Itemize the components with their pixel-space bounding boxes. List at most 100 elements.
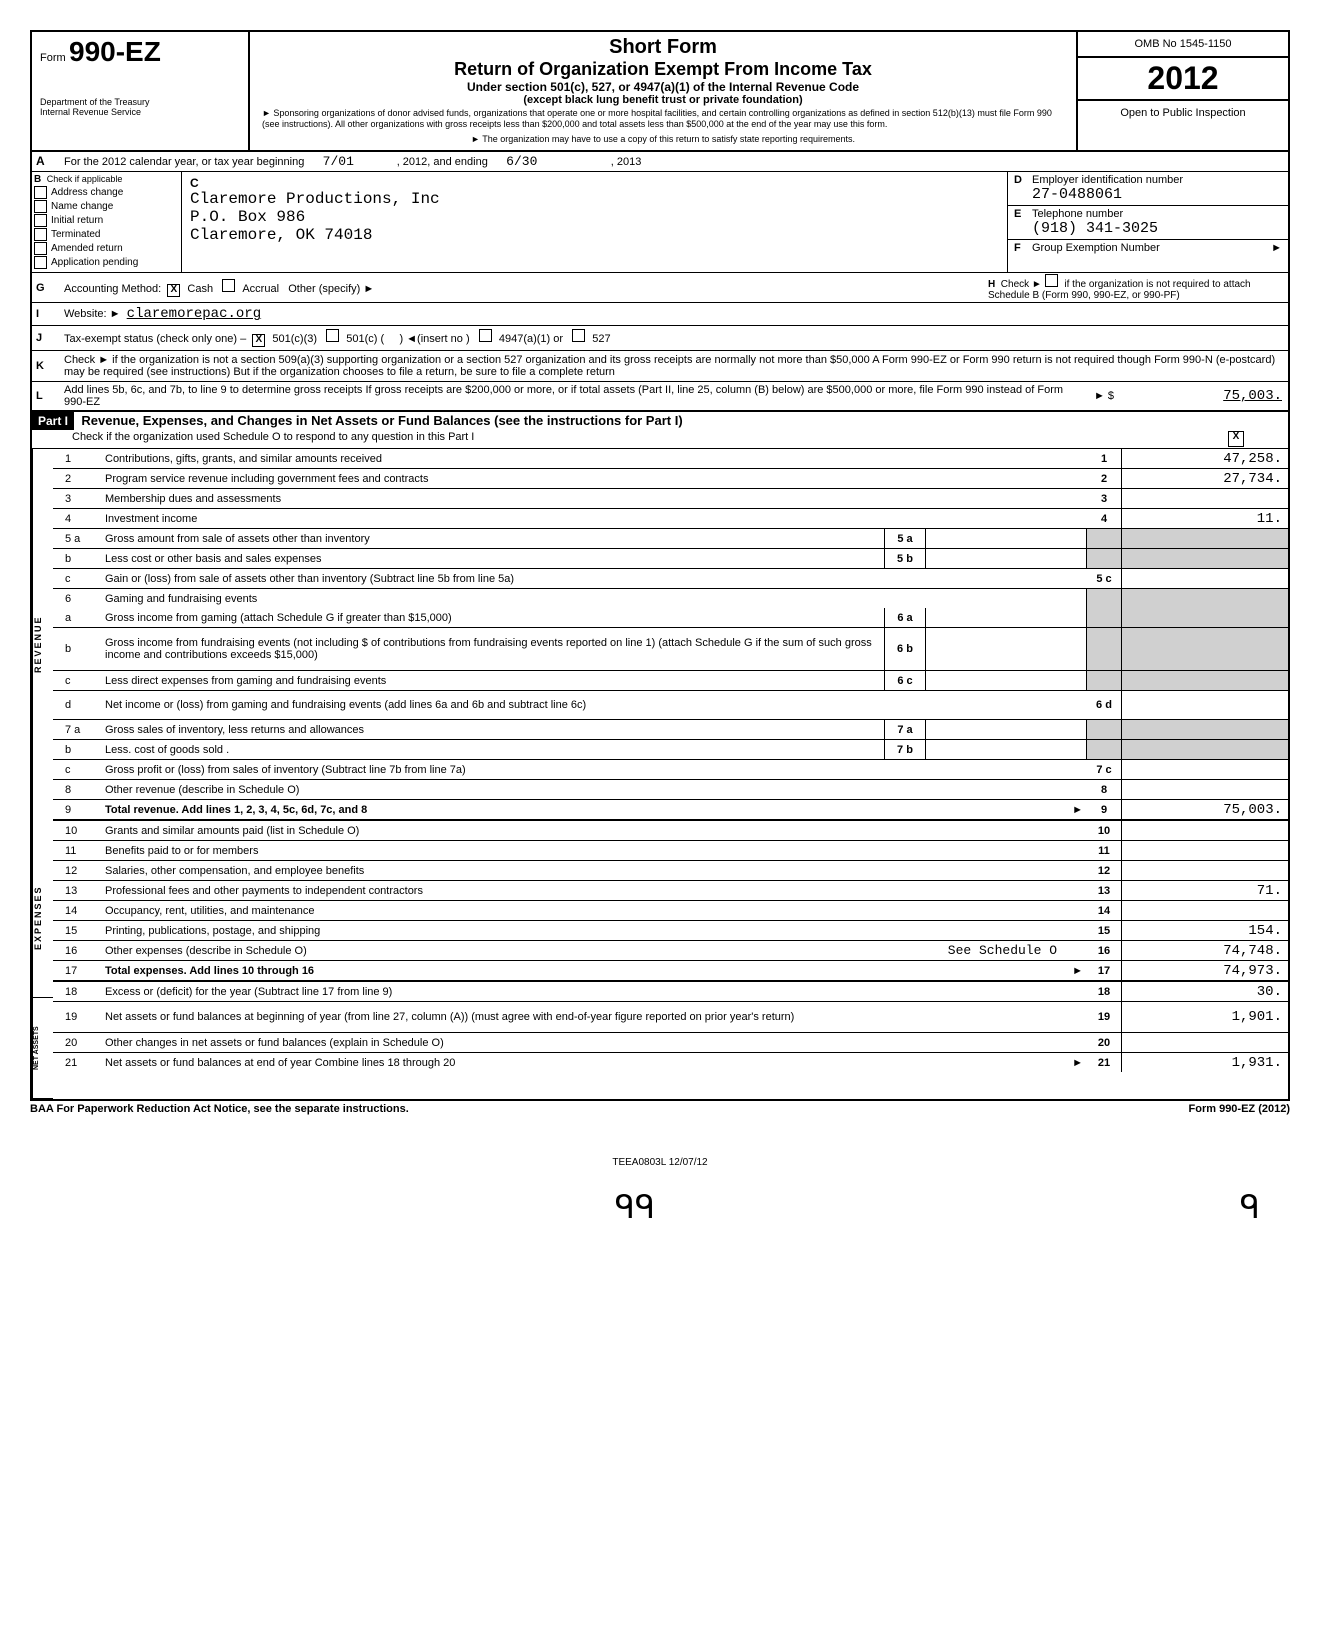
form-label: Form [40, 52, 66, 64]
label-J: J [32, 330, 60, 346]
short-form: Short Form [256, 36, 1070, 59]
row-F: FGroup Exemption Number ► [1008, 240, 1288, 256]
sig-9: ᑫ [1240, 1188, 1260, 1226]
row-E: ETelephone number (918) 341-3025 [1008, 206, 1288, 240]
G-accrual: Accrual [242, 283, 279, 295]
chk-4947[interactable] [479, 329, 492, 342]
label-B: B [34, 174, 41, 185]
right-block: OMB No 1545-1150 2012 Open to Public Ins… [1078, 32, 1288, 150]
vert-assets: NET ASSETS [32, 998, 53, 1099]
label-I: I [32, 306, 60, 322]
row-A: A For the 2012 calendar year, or tax yea… [32, 152, 1288, 172]
rowA-begin: 7/01 [323, 154, 354, 169]
E-val: (918) 341-3025 [1014, 220, 1282, 237]
I-val: claremorepac.org [127, 306, 261, 322]
tax-year: 2012 [1078, 58, 1288, 101]
baa-row: BAA For Paperwork Reduction Act Notice, … [30, 1101, 1290, 1117]
K-text: Check ► if the organization is not a sec… [60, 352, 1288, 380]
title-center: Short Form Return of Organization Exempt… [250, 32, 1078, 150]
chk-501c3[interactable]: X [252, 334, 265, 347]
B-check-label: Check if applicable [47, 174, 123, 184]
chk-amended[interactable] [34, 242, 47, 255]
chk-501c[interactable] [326, 329, 339, 342]
sponsor-note: ► Sponsoring organizations of donor advi… [256, 106, 1070, 132]
part1-title: Revenue, Expenses, and Changes in Net As… [77, 411, 686, 430]
B-item4: Amended return [51, 243, 123, 254]
label-D: D [1014, 174, 1032, 186]
header-row: Form 990-EZ Department of the Treasury I… [32, 32, 1288, 152]
F-title: Group Exemption Number [1032, 242, 1160, 254]
rowA-end: 6/30 [506, 154, 537, 169]
row-H: H Check ► if the organization is not req… [982, 274, 1288, 301]
label-F: F [1014, 242, 1032, 254]
open-public: Open to Public Inspection [1078, 101, 1288, 125]
vert-revenue: REVENUE [32, 449, 53, 839]
label-H: H [988, 279, 995, 290]
L-val: 75,003. [1122, 382, 1288, 410]
form-ref: Form 990-EZ (2012) [1189, 1103, 1290, 1115]
label-G: G [32, 280, 60, 296]
subtitle: Under section 501(c), 527, or 4947(a)(1)… [256, 80, 1070, 94]
L-arrow: ► $ [1086, 390, 1122, 402]
J-opt2: 501(c) ( [346, 333, 384, 345]
signature-row: ᑫᑫ ᑫ [30, 1188, 1290, 1226]
chk-cash[interactable]: X [167, 284, 180, 297]
teea: TEEA0803L 12/07/12 [30, 1157, 1290, 1168]
section-BCDEF: B Check if applicable Address change Nam… [32, 172, 1288, 273]
col-DEF: DEmployer identification number 27-04880… [1008, 172, 1288, 272]
J-insert: ) ◄(insert no ) [399, 333, 469, 345]
part1-check-line: Check if the organization used Schedule … [72, 431, 1228, 447]
rowA-mid: , 2012, and ending [397, 156, 488, 168]
B-item5: Application pending [51, 257, 138, 268]
subtitle2: (except black lung benefit trust or priv… [256, 94, 1070, 106]
chk-address-change[interactable] [34, 186, 47, 199]
row-GH: G Accounting Method: X Cash Accrual Othe… [32, 273, 1288, 303]
row-I: I Website: ► claremorepac.org [32, 303, 1288, 326]
main-lines: REVENUE EXPENSES NET ASSETS 1Contributio… [32, 449, 1288, 1099]
B-item1: Name change [51, 201, 113, 212]
G-other: Other (specify) ► [288, 283, 374, 295]
chk-part1-schedO[interactable]: X [1228, 431, 1244, 447]
org-addr: P.O. Box 986 [190, 208, 999, 226]
label-E: E [1014, 208, 1032, 220]
col-B: B Check if applicable Address change Nam… [32, 172, 182, 272]
row-J: J Tax-exempt status (check only one) – X… [32, 326, 1288, 351]
J-text: Tax-exempt status (check only one) – [64, 333, 246, 345]
form-num: 990-EZ [69, 36, 161, 67]
vert-expenses: EXPENSES [32, 839, 53, 998]
J-opt4: 527 [592, 333, 610, 345]
D-val: 27-0488061 [1014, 186, 1282, 203]
F-arrow: ► [1271, 242, 1282, 254]
chk-app-pending[interactable] [34, 256, 47, 269]
baa-text: BAA For Paperwork Reduction Act Notice, … [30, 1103, 409, 1115]
return-title: Return of Organization Exempt From Incom… [256, 59, 1070, 80]
dept-block: Department of the Treasury Internal Reve… [40, 98, 240, 118]
row-A-body: For the 2012 calendar year, or tax year … [60, 152, 1288, 171]
row-D: DEmployer identification number 27-04880… [1008, 172, 1288, 206]
omb: OMB No 1545-1150 [1078, 32, 1288, 58]
rowA-text: For the 2012 calendar year, or tax year … [64, 156, 304, 168]
chk-527[interactable] [572, 329, 585, 342]
I-text: Website: ► [64, 308, 121, 320]
chk-name-change[interactable] [34, 200, 47, 213]
chk-accrual[interactable] [222, 279, 235, 292]
chk-H[interactable] [1045, 274, 1058, 287]
B-item3: Terminated [51, 229, 100, 240]
J-opt1: 501(c)(3) [272, 333, 317, 345]
dept2: Internal Revenue Service [40, 108, 240, 118]
rowA-endyear: , 2013 [611, 156, 642, 168]
row-K: K Check ► if the organization is not a s… [32, 351, 1288, 382]
E-title: Telephone number [1032, 208, 1123, 220]
G-cash: Cash [187, 283, 213, 295]
H-text: Check ► [1001, 279, 1042, 290]
sig-mark: ᑫᑫ [615, 1188, 655, 1226]
chk-terminated[interactable] [34, 228, 47, 241]
col-C: C Claremore Productions, Inc P.O. Box 98… [182, 172, 1008, 272]
D-title: Employer identification number [1032, 174, 1183, 186]
part1-row: Part I Revenue, Expenses, and Changes in… [32, 412, 1288, 449]
L-text: Add lines 5b, 6c, and 7b, to line 9 to d… [60, 382, 1086, 410]
chk-initial-return[interactable] [34, 214, 47, 227]
copy-note: ► The organization may have to use a cop… [256, 132, 1070, 147]
part1-header: Part I [32, 412, 74, 430]
row-L: L Add lines 5b, 6c, and 7b, to line 9 to… [32, 382, 1288, 412]
